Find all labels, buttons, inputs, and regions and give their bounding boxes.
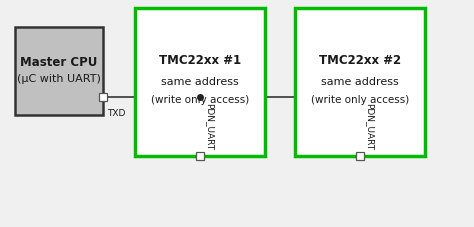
Text: TMC22xx #2: TMC22xx #2 [319, 54, 401, 67]
Bar [135, 8, 265, 156]
Text: TXD: TXD [107, 109, 126, 118]
Bar [99, 93, 107, 101]
Text: (μC with UART): (μC with UART) [17, 74, 101, 84]
Text: same address: same address [161, 77, 239, 87]
Text: (write only access): (write only access) [151, 95, 249, 105]
Text: PDN_UART: PDN_UART [365, 103, 374, 150]
Text: PDN_UART: PDN_UART [205, 103, 214, 150]
Text: same address: same address [321, 77, 399, 87]
Text: Master CPU: Master CPU [20, 57, 98, 69]
Bar [196, 152, 204, 160]
Bar [356, 152, 364, 160]
Text: (write only access): (write only access) [311, 95, 409, 105]
Bar [295, 8, 425, 156]
Bar [15, 27, 103, 115]
Text: TMC22xx #1: TMC22xx #1 [159, 54, 241, 67]
